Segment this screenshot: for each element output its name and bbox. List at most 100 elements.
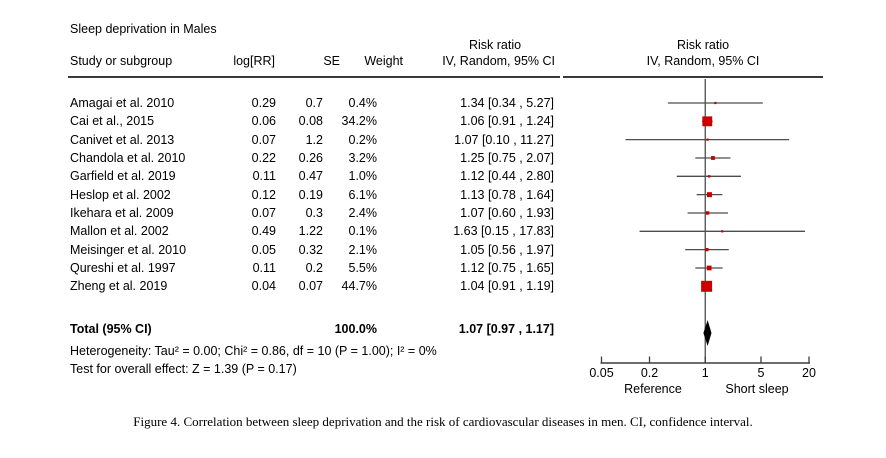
study-ci-text: 1.34 [0.34 , 5.27] <box>460 96 554 110</box>
study-logrr: 0.04 <box>251 279 276 294</box>
study-se: 0.47 <box>298 169 323 184</box>
axis-tick-label: 20 <box>802 366 816 380</box>
column-header-effect-ci: IV, Random, 95% CI <box>442 54 555 68</box>
total-weight: 100.0% <box>334 322 377 336</box>
study-weight: 6.1% <box>348 187 378 202</box>
overall-effect-text: Test for overall effect: Z = 1.39 (P = 0… <box>70 362 297 376</box>
axis-tick-label: 1 <box>702 366 709 380</box>
study-logrr: 0.07 <box>251 206 276 220</box>
study-ci-text: 1.13 [0.78 , 1.64] <box>460 187 554 202</box>
study-weight: 2.1% <box>348 242 378 257</box>
study-logrr: 0.11 <box>252 261 276 275</box>
effect-marker <box>705 211 710 215</box>
column-header-logrr: log[RR] <box>233 54 275 68</box>
study-name: Cai et al., 2015 <box>70 114 155 129</box>
study-se: 0.32 <box>298 242 323 257</box>
plot-header-rule <box>563 76 823 78</box>
study-row: Ikehara et al. 2009 0.07 0.3 2.4% 1.07 [0.60… <box>0 205 560 223</box>
study-ci-text: 1.63 [0.15 , 17.83] <box>453 224 554 239</box>
study-weight: 1.0% <box>348 169 378 184</box>
effect-marker <box>706 138 709 141</box>
effect-marker <box>705 248 709 252</box>
forest-plot-svg: 0.05 0.2 1 5 20 <box>589 79 816 380</box>
figure-caption: Figure 4. Correlation between sleep depr… <box>133 414 753 429</box>
study-logrr: 0.11 <box>252 169 276 184</box>
study-row: Garfield et al. 2019 0.11 0.47 1.0% 1.12 [0.… <box>0 168 560 186</box>
summary-diamond <box>703 319 712 347</box>
study-ci-text: 1.25 [0.75 , 2.07] <box>460 151 554 165</box>
study-row: Mallon et al. 2002 0.49 1.22 0.1% 1.63 [0.15… <box>0 223 560 241</box>
study-row: Meisinger et al. 2010 0.05 0.32 2.1% 1.05 [0… <box>0 242 560 260</box>
study-weight: 2.4% <box>348 206 378 220</box>
axis-tick-label: 5 <box>758 366 765 380</box>
study-weight: 34.2% <box>341 114 377 129</box>
study-se: 0.19 <box>298 187 323 202</box>
study-ci-text: 1.12 [0.75 , 1.65] <box>460 261 554 275</box>
study-ci-text: 1.12 [0.44 , 2.80] <box>460 169 554 184</box>
axis-tick-label: 0.2 <box>641 366 658 380</box>
study-se: 0.2 <box>305 261 323 275</box>
study-se: 1.2 <box>305 132 323 147</box>
study-name: Canivet et al. 2013 <box>70 132 175 147</box>
study-weight: 5.5% <box>348 261 378 275</box>
study-row: Canivet et al. 2013 0.07 1.2 0.2% 1.07 [0.10… <box>0 132 560 150</box>
study-logrr: 0.29 <box>251 96 276 110</box>
total-label: Total (95% CI) <box>70 322 152 336</box>
study-ci-text: 1.06 [0.91 , 1.24] <box>460 114 554 129</box>
study-row: Chandola et al. 2010 0.22 0.26 3.2% 1.25 [0.… <box>0 150 560 168</box>
study-name: Qureshi et al. 1997 <box>70 261 176 275</box>
study-ci-text: 1.07 [0.60 , 1.93] <box>460 206 554 220</box>
study-se: 0.26 <box>298 151 323 165</box>
effect-marker <box>701 280 713 292</box>
study-weight: 3.2% <box>348 151 378 165</box>
effect-marker <box>711 156 715 160</box>
study-weight: 44.7% <box>341 279 377 294</box>
study-name: Mallon et al. 2002 <box>70 224 169 239</box>
study-row: Cai et al., 2015 0.06 0.08 34.2% 1.06 [0.91 … <box>0 113 560 131</box>
effect-marker <box>714 101 717 105</box>
heterogeneity-text: Heterogeneity: Tau² = 0.00; Chi² = 0.86,… <box>70 344 437 358</box>
study-row: Amagai et al. 2010 0.29 0.7 0.4% 1.34 [0.34 … <box>0 95 560 113</box>
axis-label-short-sleep: Short sleep <box>725 382 789 396</box>
study-name: Amagai et al. 2010 <box>70 96 175 110</box>
column-header-study: Study or subgroup <box>70 54 173 68</box>
subgroup-title: Sleep deprivation in Males <box>70 22 217 36</box>
column-header-plot-ci: IV, Random, 95% CI <box>646 54 760 68</box>
effect-marker <box>702 116 713 127</box>
study-name: Chandola et al. 2010 <box>70 151 186 165</box>
study-logrr: 0.12 <box>251 187 276 202</box>
study-row: Qureshi et al. 1997 0.11 0.2 5.5% 1.12 [0.75… <box>0 260 560 278</box>
study-se: 0.7 <box>305 96 323 110</box>
study-name: Ikehara et al. 2009 <box>70 206 174 220</box>
study-ci-text: 1.05 [0.56 , 1.97] <box>460 242 554 257</box>
study-row: Zheng et al. 2019 0.04 0.07 44.7% 1.04 [0.91… <box>0 278 560 296</box>
study-name: Meisinger et al. 2010 <box>70 242 187 257</box>
study-ci-text: 1.07 [0.10 , 11.27] <box>454 132 554 147</box>
study-ci-text: 1.04 [0.91 , 1.19] <box>460 279 554 294</box>
effect-marker <box>707 175 711 178</box>
effect-header-risk-ratio: Risk ratio <box>468 38 522 52</box>
study-weight: 0.4% <box>348 96 378 110</box>
study-row: Heslop et al. 2002 0.12 0.19 6.1% 1.13 [0.78… <box>0 187 560 205</box>
effect-marker <box>706 265 712 271</box>
study-se: 0.08 <box>298 114 323 129</box>
study-logrr: 0.05 <box>251 242 276 257</box>
column-header-weight: Weight <box>364 54 403 68</box>
effect-marker <box>707 192 712 198</box>
study-se: 0.3 <box>305 206 323 220</box>
study-name: Zheng et al. 2019 <box>70 279 168 294</box>
effect-marker <box>721 230 724 233</box>
plot-header-risk-ratio: Risk ratio <box>676 38 730 52</box>
study-logrr: 0.49 <box>251 224 276 239</box>
column-header-se: SE <box>323 54 340 68</box>
study-name: Heslop et al. 2002 <box>70 187 171 202</box>
study-weight: 0.2% <box>348 132 378 147</box>
study-weight: 0.1% <box>348 224 378 239</box>
study-se: 1.22 <box>298 224 323 239</box>
table-header-rule <box>68 76 560 78</box>
axis-label-reference: Reference <box>624 382 682 396</box>
study-se: 0.07 <box>298 279 323 294</box>
study-logrr: 0.22 <box>251 151 276 165</box>
total-ci-text: 1.07 [0.97 , 1.17] <box>458 322 554 336</box>
